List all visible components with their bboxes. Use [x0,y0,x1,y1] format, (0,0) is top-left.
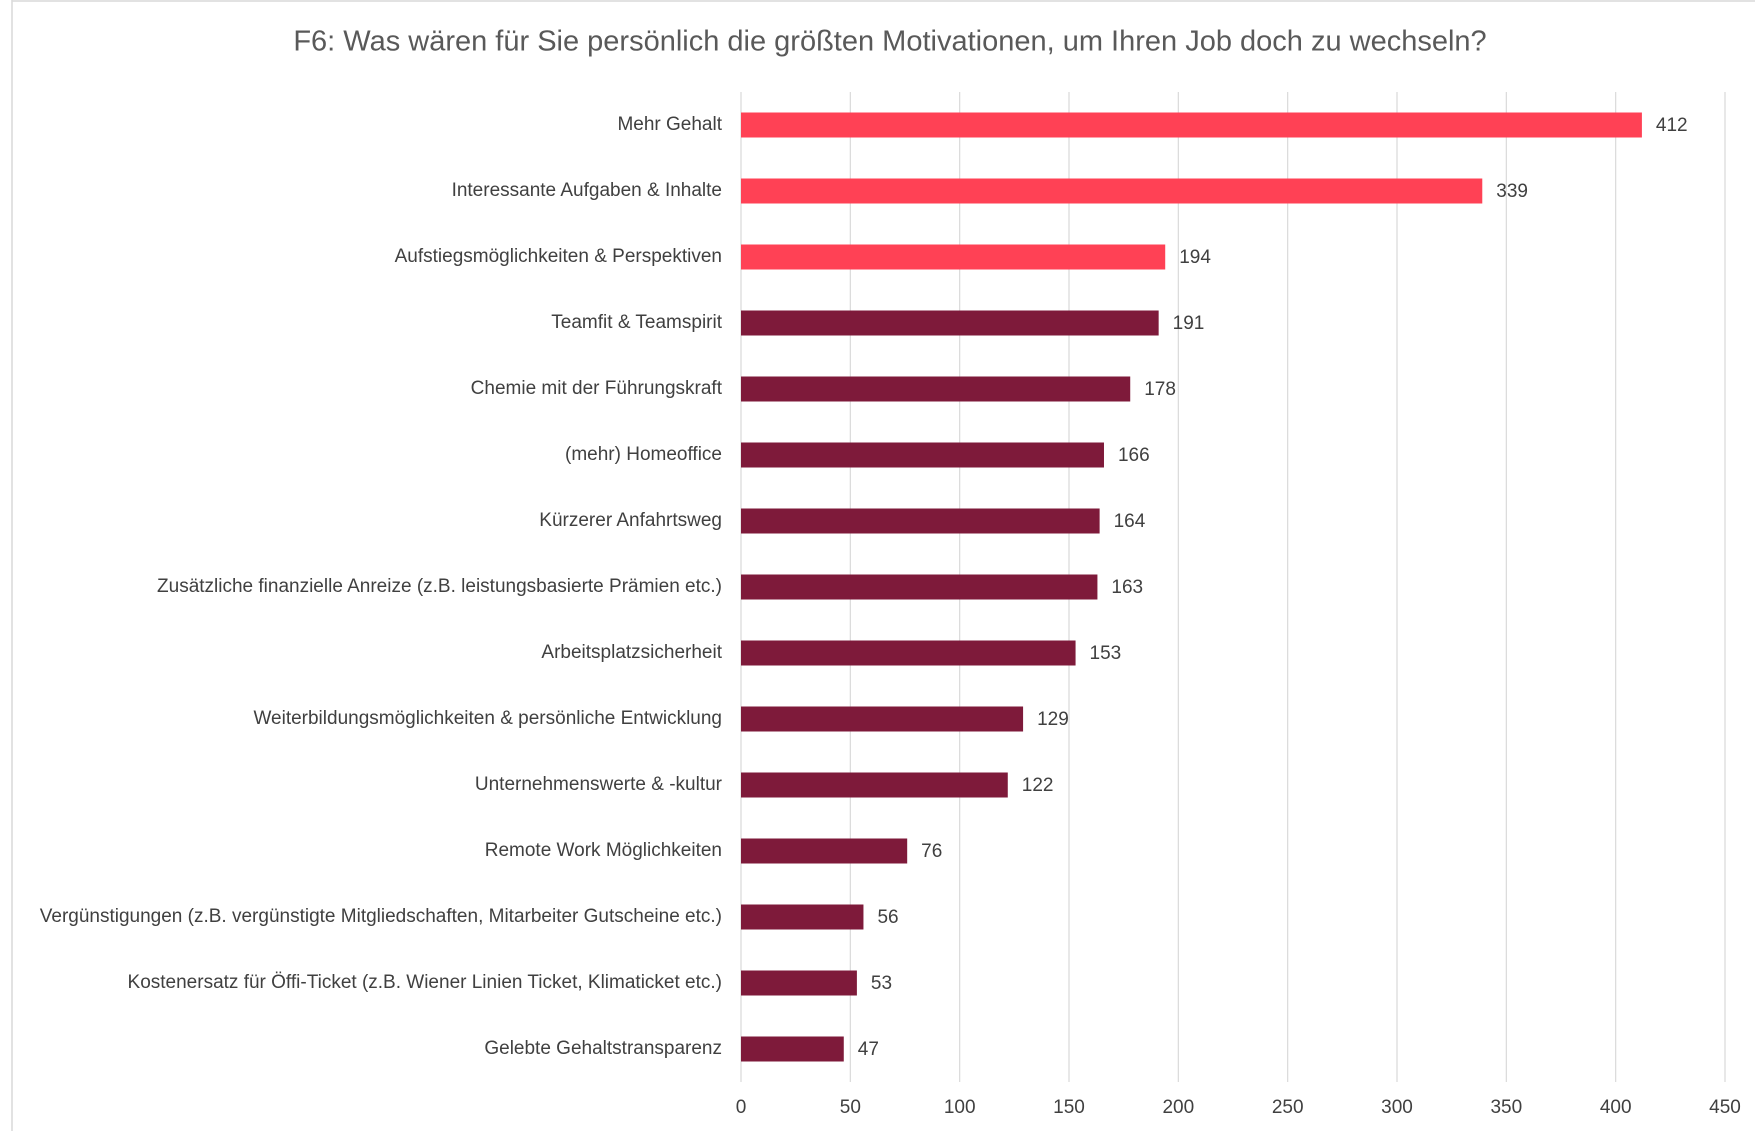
chart-title: F6: Was wären für Sie persönlich die grö… [293,26,1486,58]
data-label: 191 [1173,313,1205,334]
bar [741,772,1008,798]
bar [741,376,1131,402]
x-tick-label: 100 [944,1097,976,1118]
bar [741,442,1104,468]
data-label: 56 [877,907,898,928]
y-tick-label: Zusätzliche finanzielle Anreize (z.B. le… [157,576,722,597]
data-label: 163 [1111,577,1143,598]
y-tick-label: Weiterbildungsmöglichkeiten & persönlich… [253,708,722,729]
bar [741,508,1100,534]
data-label: 47 [858,1039,879,1060]
data-label: 76 [921,841,942,862]
data-label: 53 [871,973,892,994]
data-label: 166 [1118,445,1150,466]
data-label: 164 [1114,511,1146,532]
y-tick-label: (mehr) Homeoffice [565,444,722,465]
bar [741,838,908,864]
data-label: 122 [1022,775,1054,796]
y-tick-label: Mehr Gehalt [617,114,722,135]
y-tick-label: Unternehmenswerte & -kultur [475,774,723,795]
bar [741,574,1098,600]
bar [741,640,1076,666]
bar [741,970,857,996]
x-tick-label: 250 [1272,1097,1304,1118]
x-tick-label: 200 [1162,1097,1194,1118]
bar [741,112,1642,138]
bar [741,904,864,930]
y-tick-label: Aufstiegsmöglichkeiten & Perspektiven [395,246,722,267]
data-label: 412 [1656,115,1688,136]
y-tick-label: Kostenersatz für Öffi-Ticket (z.B. Wiene… [128,972,722,993]
bar [741,244,1166,270]
data-label: 339 [1496,181,1528,202]
data-label: 178 [1144,379,1176,400]
y-tick-label: Remote Work Möglichkeiten [485,840,722,861]
y-tick-label: Gelebte Gehaltstransparenz [484,1038,722,1059]
y-tick-label: Arbeitsplatzsicherheit [541,642,722,663]
y-tick-label: Teamfit & Teamspirit [551,312,722,333]
bar [741,706,1024,732]
y-tick-label: Interessante Aufgaben & Inhalte [452,180,722,201]
y-tick-label: Kürzerer Anfahrtsweg [539,510,722,531]
data-label: 194 [1179,247,1211,268]
bar [741,310,1159,336]
x-tick-label: 450 [1709,1097,1741,1118]
x-tick-label: 300 [1381,1097,1413,1118]
x-tick-label: 0 [736,1097,747,1118]
x-tick-label: 50 [840,1097,861,1118]
bar [741,1036,844,1062]
x-tick-label: 400 [1600,1097,1632,1118]
bar [741,178,1483,204]
y-tick-label: Chemie mit der Führungskraft [471,378,723,399]
data-label: 129 [1037,709,1069,730]
data-label: 153 [1090,643,1122,664]
y-tick-label: Vergünstigungen (z.B. vergünstigte Mitgl… [40,906,722,927]
x-tick-label: 150 [1053,1097,1085,1118]
x-tick-label: 350 [1490,1097,1522,1118]
